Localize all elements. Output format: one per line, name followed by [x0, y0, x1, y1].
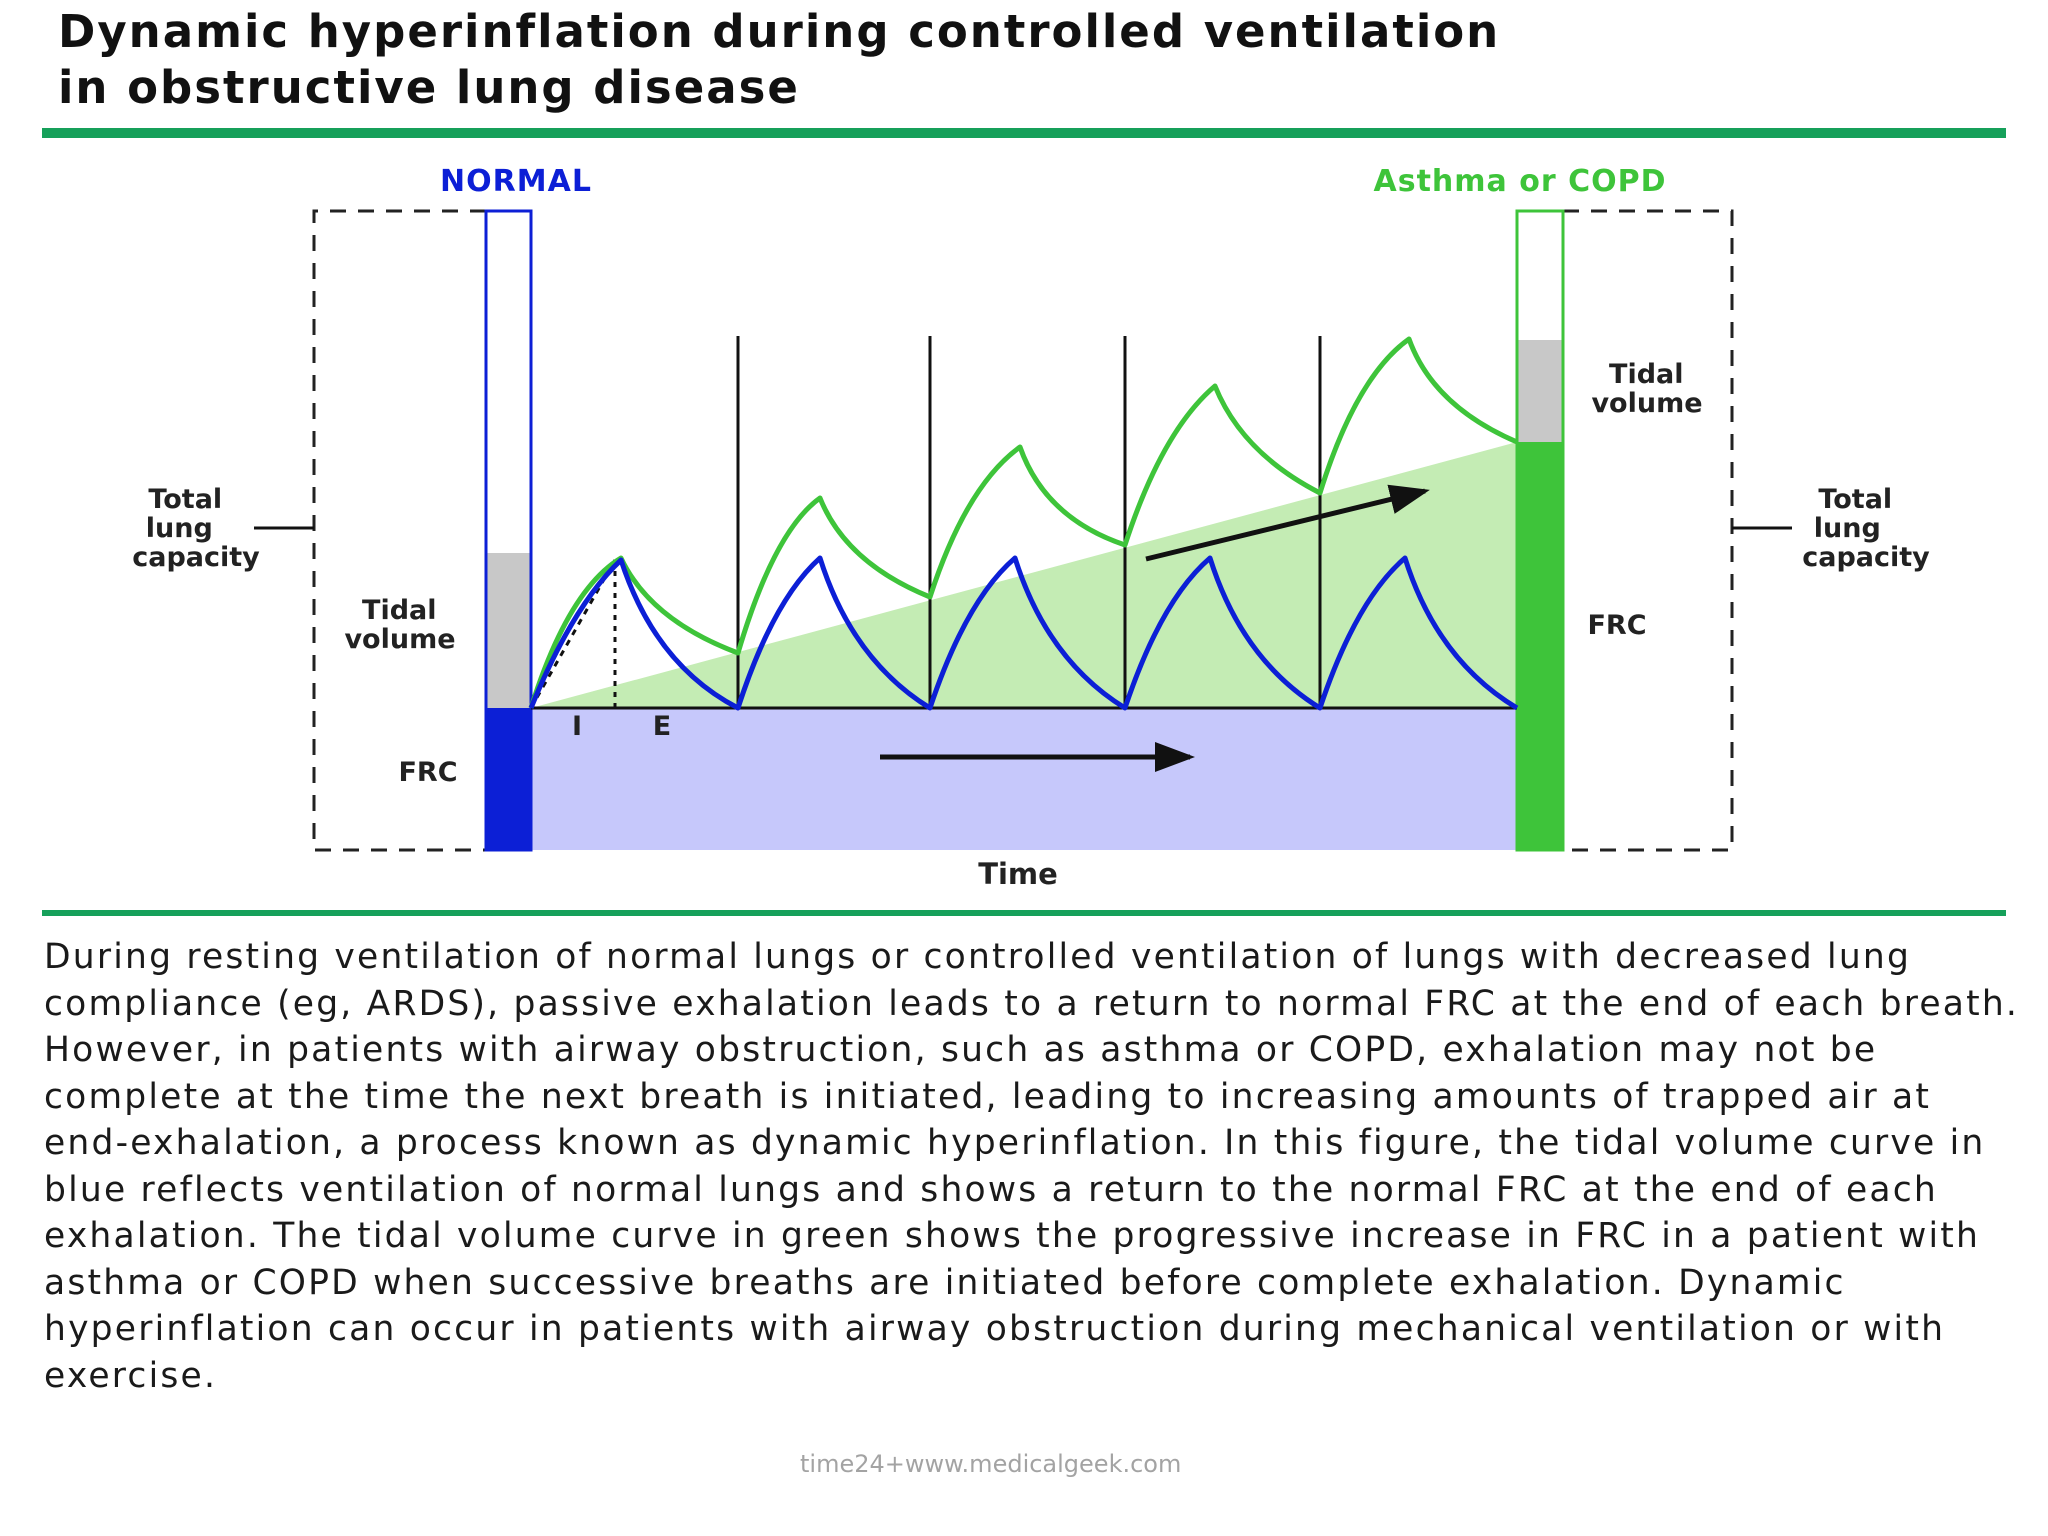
- frc-label-left: FRC: [398, 757, 457, 788]
- normal-volume-bar: [484, 209, 533, 852]
- normal-bar-frc: [486, 708, 531, 850]
- copd-bar-tidal: [1517, 340, 1563, 442]
- description-paragraph: During resting ventilation of normal lun…: [44, 937, 2020, 1396]
- watermark: time24+www.medicalgeek.com: [800, 1450, 1182, 1478]
- top-divider: [42, 128, 2006, 138]
- page-title: Dynamic hyperinflation during controlled…: [58, 4, 1998, 116]
- copd-bar-frc: [1517, 442, 1563, 850]
- first-breath-dashed-line: [529, 559, 617, 709]
- tidal-volume-label-left: Tidal volume: [344, 595, 455, 655]
- normal-tidal-curve: [528, 555, 1519, 711]
- bottom-divider: [42, 910, 2006, 916]
- x-axis-label: Time: [978, 857, 1058, 891]
- tlc-dashed-frame: [312, 209, 1734, 852]
- copd-volume-bar: [1515, 209, 1565, 852]
- tidal-volume-label-right: Tidal volume: [1591, 359, 1702, 419]
- normal-bar-outline: [484, 209, 533, 852]
- frc-increase-arrow: [1145, 484, 1430, 562]
- normal-frc-area: [531, 708, 1517, 850]
- normal-label: NORMAL: [440, 164, 592, 199]
- trapped-air-area: [531, 442, 1517, 708]
- normal-bar-tidal: [486, 553, 531, 708]
- copd-bar-outline: [1515, 209, 1565, 852]
- tlc-label-left: Total lung capacity: [132, 484, 260, 573]
- tlc-label-right: Total lung capacity: [1802, 484, 1930, 573]
- hyperinflation-diagram: NORMAL Asthma or COPD Total lung capacit…: [132, 164, 1930, 891]
- inspiration-label: I: [572, 711, 582, 742]
- title-line-1: Dynamic hyperinflation during controlled…: [58, 5, 1501, 58]
- frc-label-right: FRC: [1587, 610, 1646, 641]
- title-line-2: in obstructive lung disease: [58, 61, 800, 114]
- copd-tidal-curve: [528, 336, 1518, 709]
- copd-label: Asthma or COPD: [1374, 164, 1667, 199]
- expiration-label: E: [653, 711, 671, 742]
